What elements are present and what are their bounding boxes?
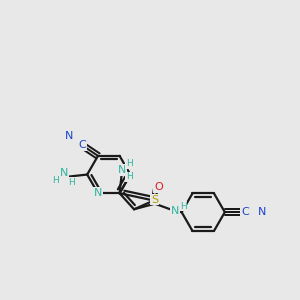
- Text: H: H: [126, 160, 133, 169]
- Text: C: C: [242, 207, 249, 217]
- Text: C: C: [78, 140, 86, 150]
- Text: N: N: [171, 206, 179, 216]
- Text: H: H: [126, 172, 133, 181]
- Text: N: N: [118, 165, 126, 175]
- Text: H: H: [180, 202, 186, 211]
- Text: N: N: [258, 207, 267, 217]
- Text: H: H: [68, 178, 75, 187]
- Text: N: N: [94, 188, 102, 198]
- Text: N: N: [60, 168, 68, 178]
- Text: H: H: [52, 176, 59, 185]
- Text: N: N: [64, 131, 73, 141]
- Text: S: S: [151, 194, 158, 205]
- Text: O: O: [154, 182, 163, 192]
